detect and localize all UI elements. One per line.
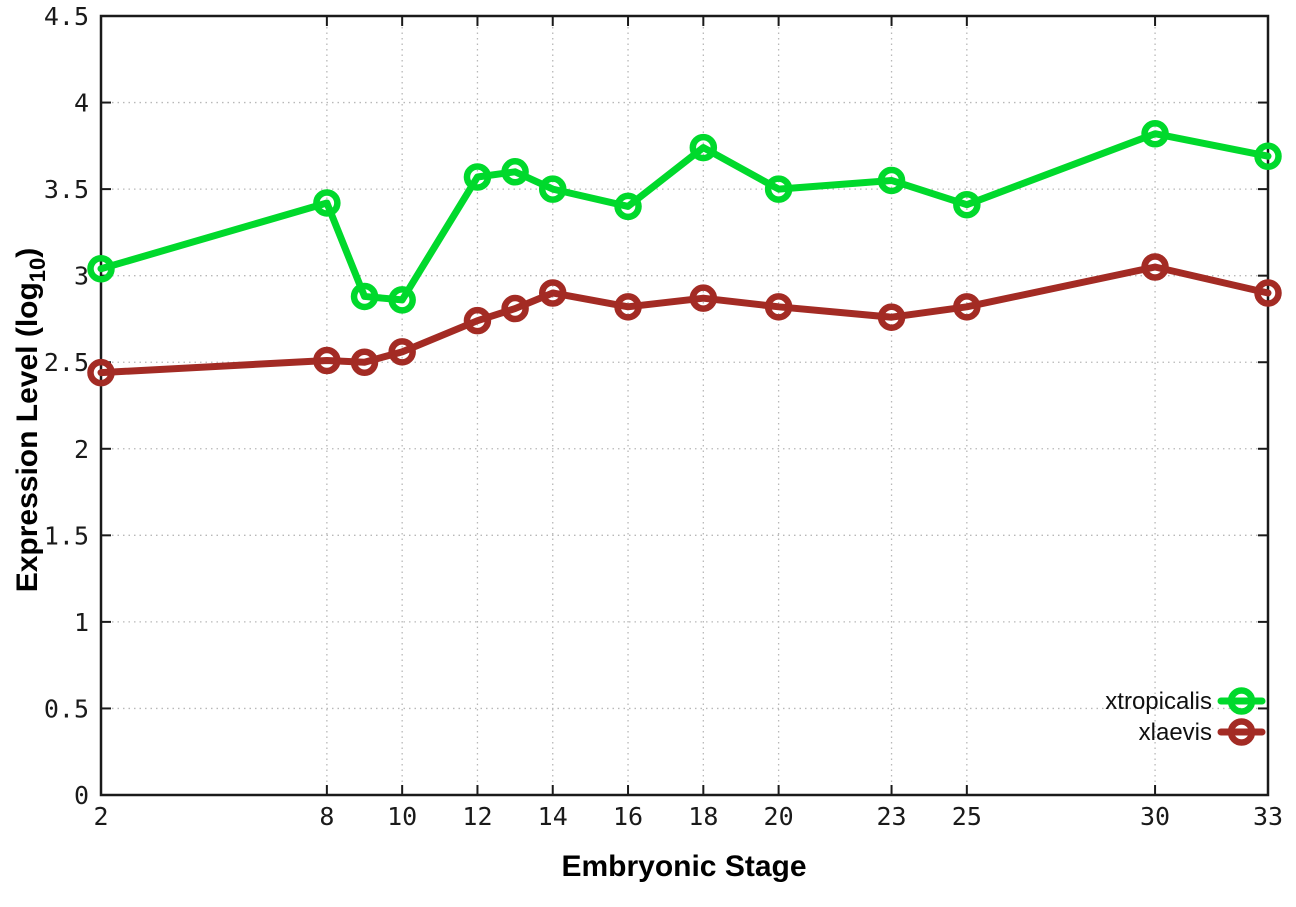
data-point-xtropicalis-2 bbox=[87, 254, 115, 283]
tick-labels: 2 8 10 12 14 16 18 20 23 25 30 33 0 0.5 1 1.5 2 2.5 3 3.5 4 4… bbox=[44, 2, 1283, 831]
data-point-xtropicalis-14 bbox=[538, 175, 567, 203]
legend-entry-xtropicalis: xtropicalis bbox=[1105, 687, 1266, 715]
data-point-xlaevis-23 bbox=[877, 303, 906, 331]
data-point-xtropicalis-20 bbox=[764, 175, 793, 203]
data-point-xlaevis-2 bbox=[87, 358, 115, 387]
x-tick-label: 33 bbox=[1253, 802, 1283, 831]
y-tick-label: 2 bbox=[74, 435, 89, 464]
y-tick-label: 1 bbox=[74, 608, 89, 637]
x-tick-label: 18 bbox=[688, 802, 718, 831]
x-tick-label: 12 bbox=[462, 802, 492, 831]
data-point-xlaevis-30 bbox=[1141, 253, 1169, 281]
legend-marker-xtropicalis bbox=[1227, 687, 1256, 715]
y-axis-label-subscript: 10 bbox=[25, 258, 50, 282]
x-tick-label: 25 bbox=[952, 802, 982, 831]
data-point-xtropicalis-30 bbox=[1141, 119, 1169, 148]
y-tick-label: 0.5 bbox=[44, 694, 89, 723]
data-point-xlaevis-9 bbox=[350, 348, 379, 376]
series-xlaevis bbox=[87, 253, 1282, 387]
y-tick-label: 3 bbox=[74, 262, 89, 291]
legend-entry-xlaevis: xlaevis bbox=[1139, 718, 1266, 746]
x-tick-label: 23 bbox=[876, 802, 906, 831]
data-point-xlaevis-25 bbox=[953, 293, 981, 321]
data-point-xlaevis-14 bbox=[538, 279, 567, 307]
series-xtropicalis bbox=[87, 119, 1282, 314]
y-tick-label: 1.5 bbox=[44, 521, 89, 550]
data-point-xlaevis-12 bbox=[463, 306, 492, 335]
data-point-xlaevis-13 bbox=[501, 294, 529, 323]
legend-label-xtropicalis: xtropicalis bbox=[1105, 688, 1212, 715]
legend-label-xlaevis: xlaevis bbox=[1139, 719, 1212, 746]
data-point-xtropicalis-13 bbox=[501, 158, 529, 186]
x-tick-label: 16 bbox=[613, 802, 643, 831]
x-tick-label: 8 bbox=[319, 802, 334, 831]
series-line-xlaevis bbox=[97, 263, 1272, 377]
y-tick-label: 4.5 bbox=[44, 2, 89, 31]
data-point-xlaevis-33 bbox=[1254, 279, 1282, 307]
legend: xtropicalis xlaevis bbox=[1105, 687, 1266, 746]
data-point-xtropicalis-8 bbox=[313, 189, 341, 217]
data-point-xlaevis-20 bbox=[764, 293, 793, 321]
legend-marker-xlaevis bbox=[1227, 718, 1256, 746]
data-point-xtropicalis-12 bbox=[463, 163, 492, 191]
y-tick-label: 0 bbox=[74, 781, 89, 810]
x-tick-label: 14 bbox=[538, 802, 568, 831]
x-tick-label: 10 bbox=[387, 802, 417, 831]
data-point-xlaevis-8 bbox=[313, 346, 341, 375]
data-point-xlaevis-18 bbox=[689, 284, 718, 312]
y-axis-label-tail: ) bbox=[11, 248, 44, 258]
data-point-xtropicalis-18 bbox=[689, 133, 718, 162]
data-series bbox=[87, 119, 1282, 387]
series-line-xtropicalis bbox=[97, 130, 1272, 304]
x-tick-label: 20 bbox=[764, 802, 794, 831]
axis-ticks bbox=[100, 15, 1269, 796]
data-point-xtropicalis-9 bbox=[350, 282, 379, 311]
x-axis-label: Embryonic Stage bbox=[561, 850, 806, 883]
y-tick-label: 3.5 bbox=[44, 175, 89, 204]
data-point-xtropicalis-16 bbox=[614, 192, 642, 221]
x-tick-label: 30 bbox=[1140, 802, 1170, 831]
y-tick-label: 2.5 bbox=[44, 348, 89, 377]
y-tick-label: 4 bbox=[74, 89, 89, 118]
grid-lines bbox=[100, 15, 1269, 796]
plot-border bbox=[99, 14, 1270, 797]
data-point-xlaevis-16 bbox=[614, 293, 642, 321]
plot-border-rect bbox=[99, 14, 1270, 797]
data-point-xtropicalis-10 bbox=[388, 286, 416, 314]
data-point-xtropicalis-23 bbox=[877, 166, 906, 195]
y-axis-label: Expression Level (log10) bbox=[11, 248, 50, 593]
data-point-xlaevis-10 bbox=[388, 338, 416, 366]
data-point-xtropicalis-33 bbox=[1254, 142, 1282, 170]
x-tick-label: 2 bbox=[93, 802, 108, 831]
data-point-xtropicalis-25 bbox=[953, 190, 981, 219]
y-axis-label-main: Expression Level (log bbox=[11, 282, 44, 592]
